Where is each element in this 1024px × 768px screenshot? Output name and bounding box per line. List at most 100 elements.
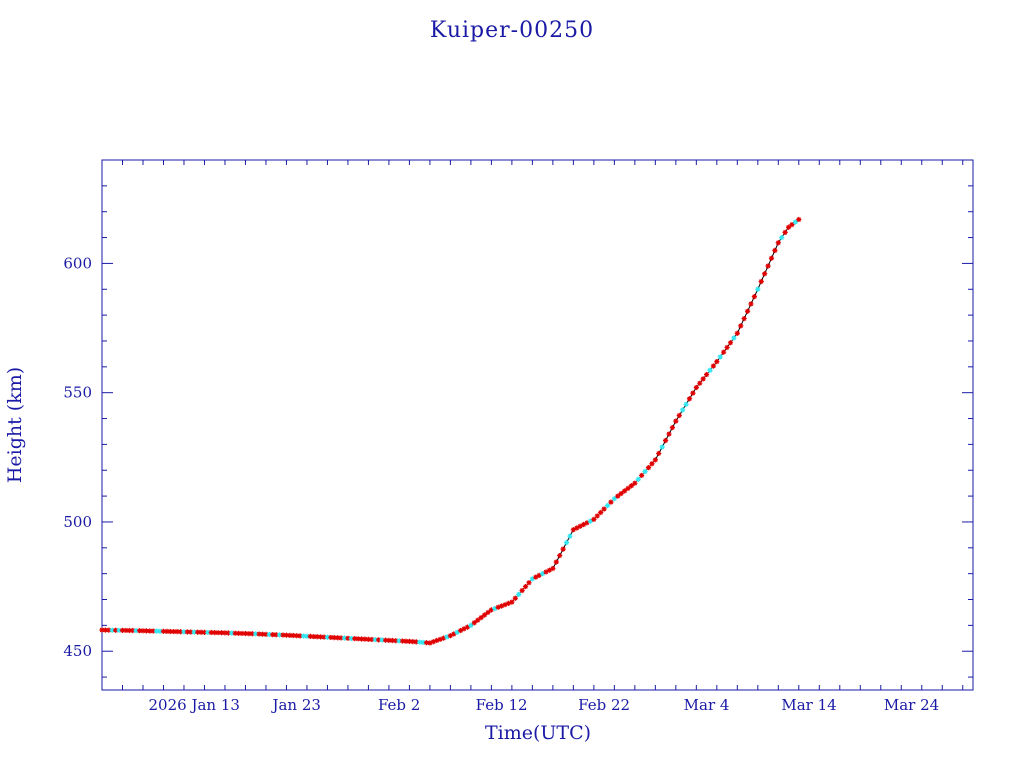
data-point: [201, 629, 208, 635]
data-point: [208, 629, 214, 636]
data-point: [598, 509, 604, 516]
data-point: [393, 638, 399, 644]
data-point: [181, 629, 187, 635]
data-point: [150, 628, 156, 634]
data-point: [273, 632, 279, 638]
data-point: [324, 634, 331, 640]
y-axis-label: Height (km): [4, 367, 26, 483]
data-point: [403, 638, 409, 644]
data-point: [560, 546, 566, 552]
data-point: [553, 559, 559, 565]
data-point: [113, 627, 119, 633]
data-point: [259, 631, 266, 637]
data-point: [604, 502, 611, 509]
data-point: [724, 344, 730, 351]
data-point: [789, 222, 795, 228]
data-point: [796, 216, 802, 223]
data-point: [478, 615, 484, 621]
data-point: [382, 637, 389, 643]
data-point: [119, 627, 126, 633]
data-point: [297, 633, 303, 639]
data-point: [697, 380, 703, 386]
data-point: [758, 278, 764, 285]
data-point: [229, 630, 235, 636]
data-point: [574, 525, 580, 531]
data-point: [218, 630, 225, 636]
data-point: [447, 633, 453, 639]
data-point: [557, 552, 563, 559]
data-point: [417, 639, 423, 645]
data-point: [635, 476, 641, 482]
data-point: [662, 437, 669, 444]
data-point: [495, 604, 501, 610]
data-point: [386, 637, 392, 643]
data-point: [755, 286, 761, 292]
data-point: [639, 472, 645, 479]
data-point: [543, 569, 549, 575]
data-point: [307, 633, 313, 639]
y-tick-label: 600: [63, 254, 92, 272]
data-point: [406, 638, 413, 644]
data-point: [645, 465, 652, 471]
data-point: [290, 632, 296, 639]
data-point: [519, 587, 525, 594]
data-point: [358, 636, 365, 642]
data-point: [751, 293, 757, 300]
data-point: [721, 349, 727, 355]
data-point: [147, 628, 153, 634]
data-point: [669, 424, 676, 431]
data-point: [516, 591, 522, 597]
data-point: [765, 263, 771, 269]
data-point: [475, 617, 481, 623]
data-point: [533, 574, 539, 580]
data-point: [785, 224, 792, 230]
data-point: [727, 340, 734, 346]
series-line: [101, 219, 800, 644]
data-point: [157, 628, 163, 634]
data-point: [608, 499, 614, 505]
data-point: [707, 367, 713, 373]
x-tick-label: 2026 Jan 13: [149, 696, 240, 714]
data-point: [215, 630, 221, 636]
data-point: [236, 630, 242, 636]
data-point: [188, 629, 194, 635]
data-point: [198, 629, 204, 635]
data-point: [116, 627, 122, 633]
x-tick-label: Feb 2: [378, 696, 420, 714]
data-point: [540, 571, 546, 577]
data-point: [427, 640, 433, 646]
data-point: [362, 636, 368, 642]
data-point: [311, 633, 317, 640]
data-point: [239, 630, 245, 637]
data-point: [509, 599, 515, 605]
data-point: [762, 271, 768, 277]
x-tick-label: Mar 24: [884, 696, 939, 714]
data-point: [611, 496, 617, 502]
data-point: [440, 635, 447, 641]
data-point: [294, 633, 300, 639]
data-point: [437, 636, 443, 642]
y-tick-label: 450: [63, 642, 92, 660]
data-point: [109, 627, 115, 633]
data-point: [649, 461, 655, 467]
data-point: [536, 572, 542, 578]
data-point: [410, 639, 416, 645]
data-point: [140, 628, 146, 634]
data-point: [587, 518, 594, 524]
x-tick-label: Mar 14: [781, 696, 836, 714]
data-point: [222, 630, 228, 636]
data-point: [526, 580, 532, 586]
series-layer: [99, 216, 802, 646]
data-point: [731, 335, 737, 341]
data-point: [249, 631, 255, 637]
data-point: [471, 620, 477, 626]
data-point: [792, 219, 798, 225]
data-point: [171, 628, 177, 635]
data-point: [174, 629, 180, 635]
data-point: [686, 396, 693, 402]
data-point: [505, 600, 512, 606]
data-point: [492, 605, 498, 612]
data-point: [748, 301, 754, 307]
data-point: [102, 627, 109, 633]
